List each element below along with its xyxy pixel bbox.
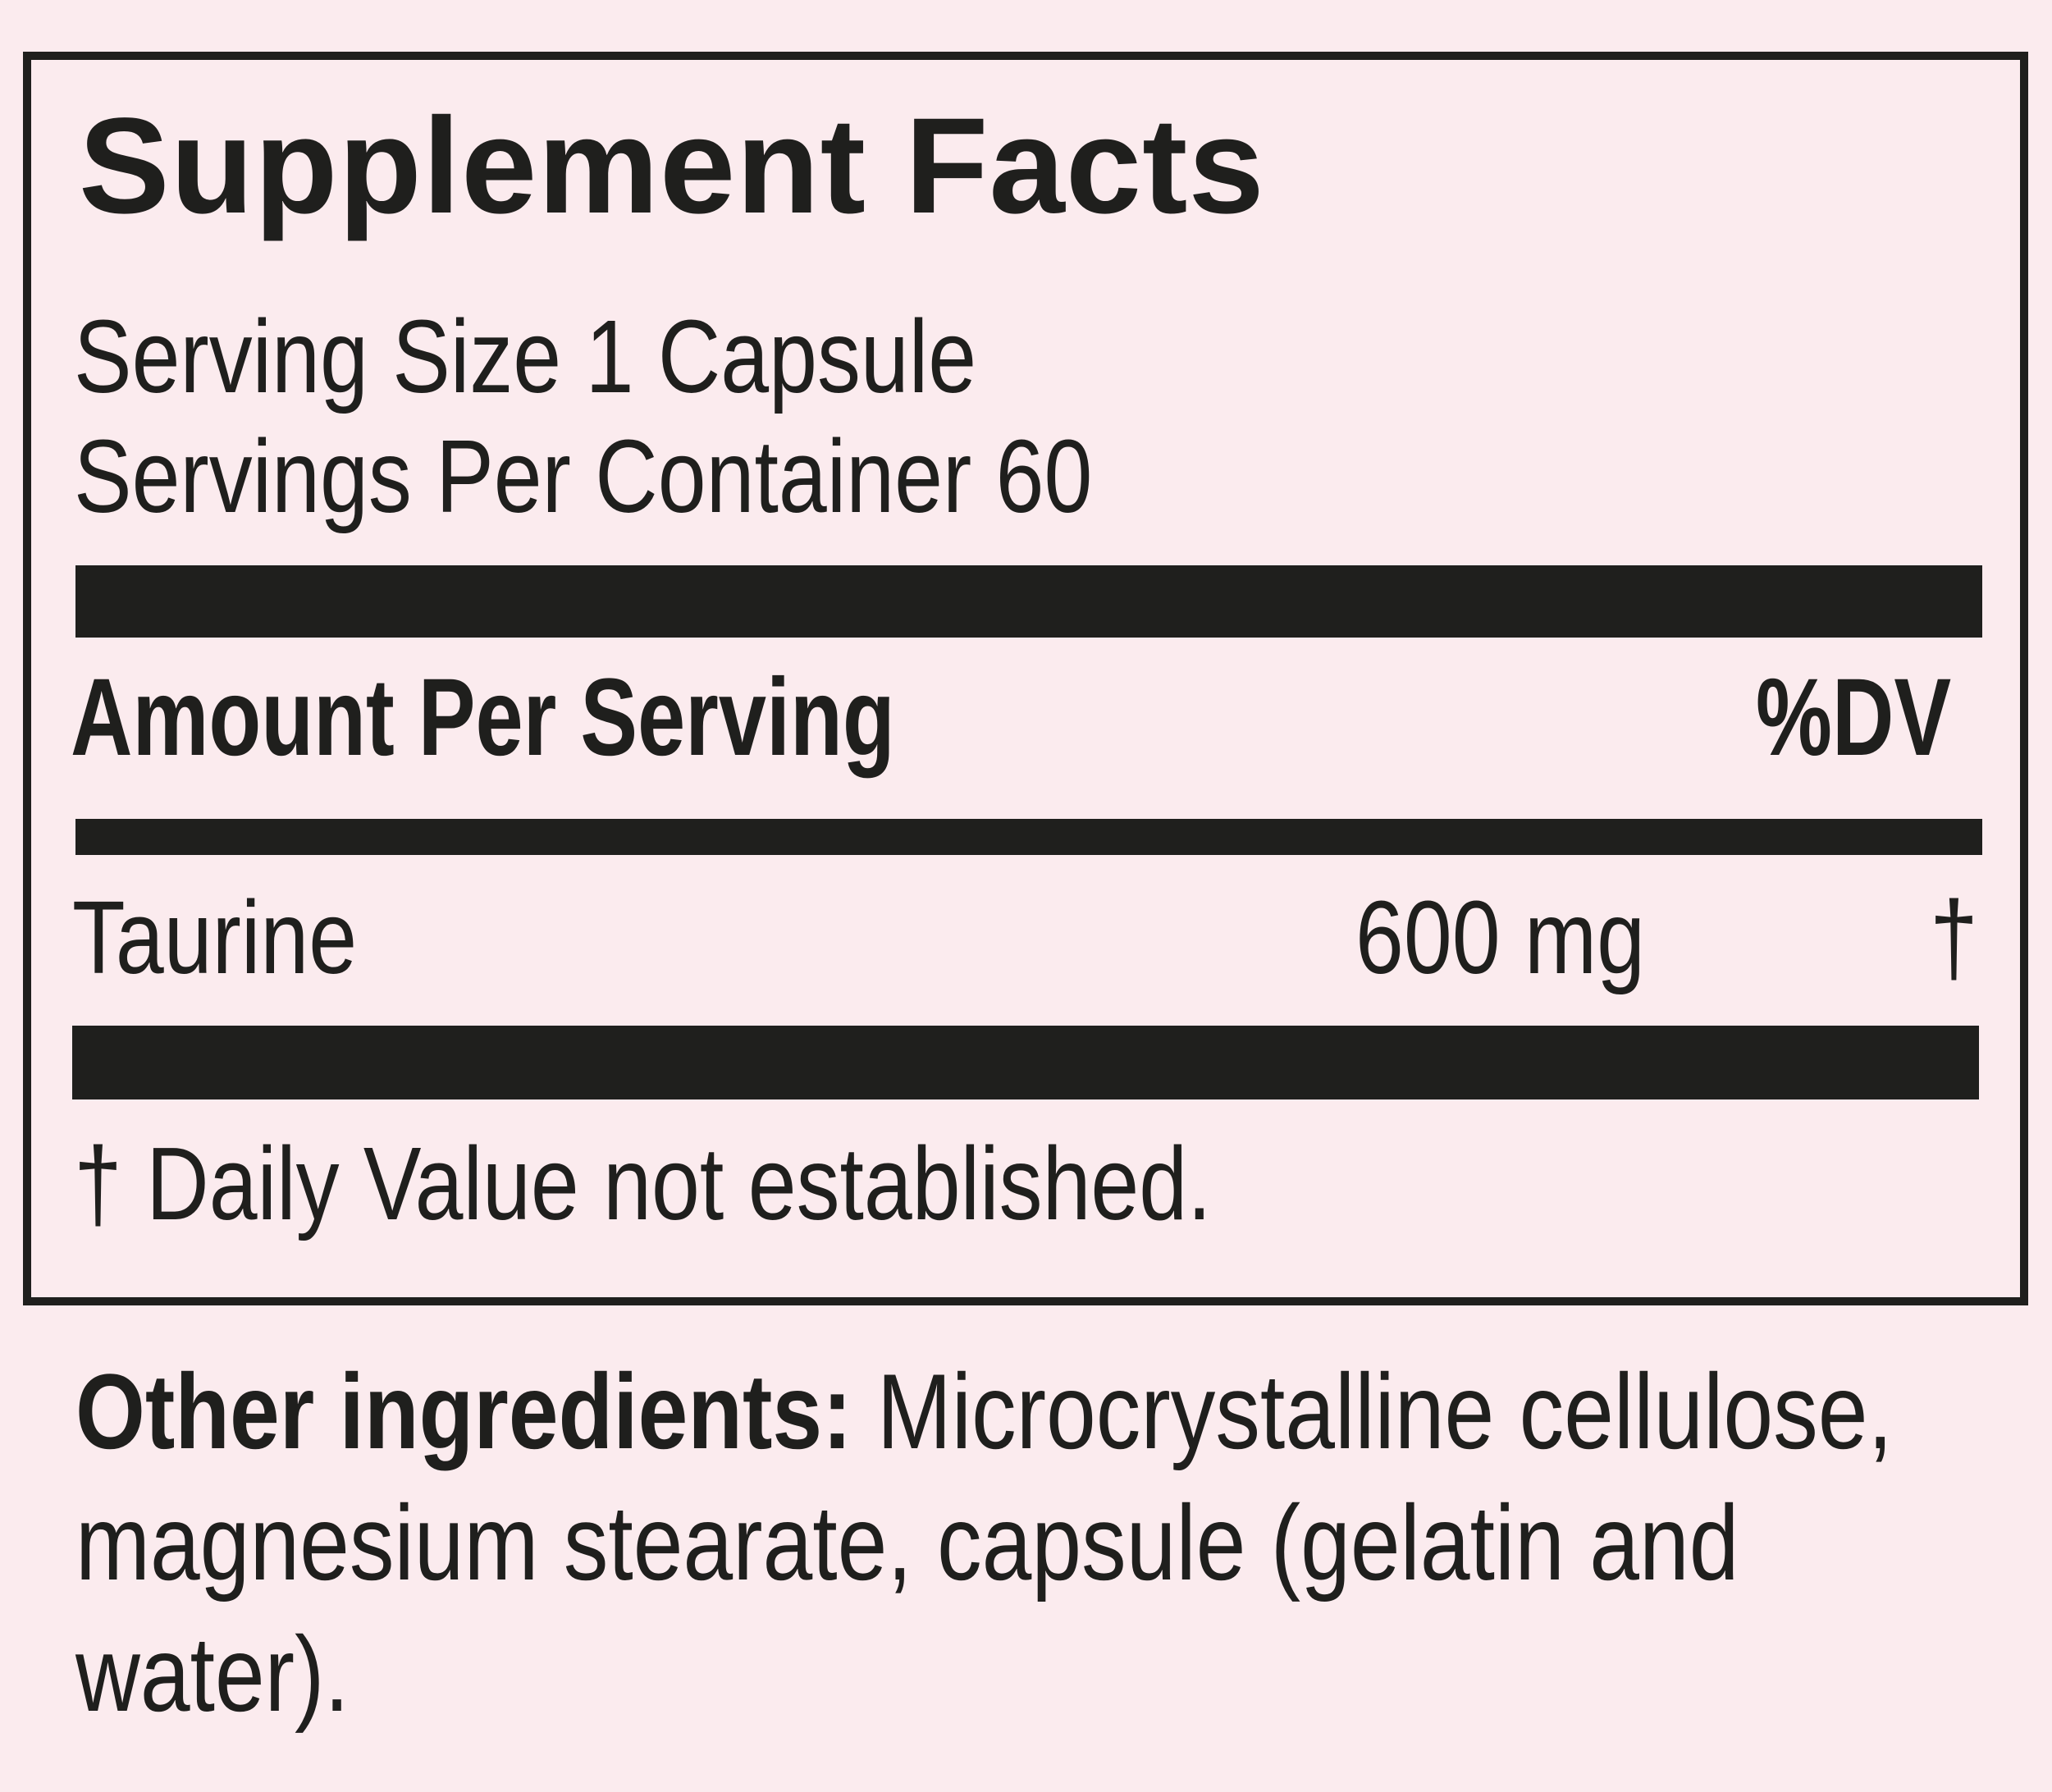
other-ingredients-label: Other ingredients: bbox=[75, 1351, 852, 1471]
thick-divider-bottom bbox=[72, 1026, 1979, 1099]
ingredient-amount: 600 mg bbox=[1355, 880, 1646, 995]
thick-divider bbox=[75, 565, 1982, 638]
medium-divider bbox=[75, 819, 1982, 855]
ingredient-dv: † bbox=[1930, 880, 1978, 995]
footnote: † Daily Value not established. bbox=[74, 1126, 1212, 1241]
ingredient-name: Taurine bbox=[72, 880, 358, 995]
supplement-facts-panel bbox=[23, 52, 2028, 1305]
other-ingredients: Other ingredients: Microcrystalline cell… bbox=[75, 1346, 1991, 1739]
amount-per-serving-header: Amount Per Serving bbox=[71, 656, 895, 779]
servings-per-container: Servings Per Container 60 bbox=[74, 418, 1093, 534]
panel-title: Supplement Facts bbox=[79, 90, 1265, 242]
dv-header: %DV bbox=[1756, 656, 1952, 779]
serving-size: Serving Size 1 Capsule bbox=[74, 299, 977, 414]
other-ingredients-text: Microcrystalline cellulose, magnesium st… bbox=[75, 1351, 1893, 1734]
